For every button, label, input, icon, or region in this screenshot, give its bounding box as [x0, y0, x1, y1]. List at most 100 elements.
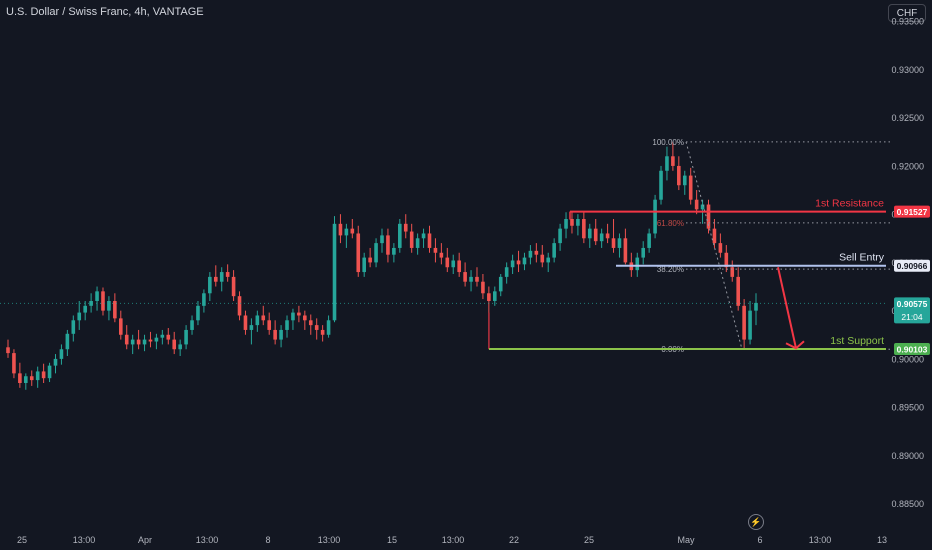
candle	[647, 228, 651, 253]
candle-body	[303, 315, 307, 321]
candle	[124, 325, 129, 350]
candle-body	[576, 218, 580, 226]
x-tick-label: 6	[757, 535, 762, 545]
candle	[261, 305, 266, 326]
candle-body	[95, 291, 99, 302]
candle-body	[255, 315, 260, 326]
candle	[6, 339, 10, 358]
candle	[308, 314, 313, 335]
candle	[516, 250, 521, 273]
candle	[694, 190, 699, 215]
candle	[320, 325, 325, 342]
candle-body	[24, 376, 28, 384]
candle-body	[18, 373, 22, 384]
candle	[730, 260, 735, 282]
candle-body	[730, 267, 735, 277]
candle	[190, 315, 194, 335]
candle	[623, 228, 628, 265]
candle-body	[368, 257, 372, 263]
candle-body	[593, 228, 598, 242]
candle	[18, 362, 22, 388]
candle-body	[386, 235, 390, 255]
candle-body	[190, 320, 194, 330]
x-tick-label: 13	[877, 535, 887, 545]
y-tick-label: 0.92000	[891, 161, 924, 171]
sell-entry-label: Sell Entry	[839, 252, 885, 264]
candle	[611, 218, 616, 253]
candle-body	[688, 175, 693, 200]
candle-body	[166, 334, 171, 340]
candle	[362, 252, 366, 277]
x-tick-label: 22	[509, 535, 519, 545]
candle	[641, 241, 646, 265]
candle-body	[611, 238, 616, 248]
y-tick-label: 0.92500	[891, 113, 924, 123]
candle	[77, 301, 82, 330]
candle-body	[534, 250, 539, 255]
candle-body	[89, 301, 93, 306]
candle-body	[231, 276, 236, 297]
candle	[160, 329, 165, 345]
fib-trendline	[685, 141, 743, 350]
y-tick-label: 0.89000	[891, 451, 924, 461]
candle	[249, 318, 254, 345]
lightning-icon[interactable]: ⚡	[748, 514, 764, 530]
candle-body	[196, 305, 200, 321]
candle-body	[243, 315, 248, 330]
y-tick-label: 0.90000	[891, 354, 924, 364]
candle-body	[29, 376, 34, 381]
candle-body	[261, 315, 266, 321]
candle-body	[724, 252, 729, 268]
candle	[457, 252, 461, 277]
entry-price-tag: 0.90966	[897, 261, 928, 271]
candle	[688, 167, 693, 205]
candle-body	[682, 175, 687, 186]
candle	[742, 299, 746, 350]
x-tick-label: 13:00	[442, 535, 465, 545]
x-tick-label: 13:00	[73, 535, 96, 545]
candle-body	[148, 339, 153, 342]
candle	[89, 293, 93, 313]
candle	[558, 223, 562, 251]
candle	[481, 273, 485, 300]
currency-button[interactable]: CHF	[888, 4, 926, 22]
fib-label: 61.80%	[657, 219, 684, 228]
price-axis[interactable]: 0.935000.930000.925000.920000.915000.910…	[891, 17, 930, 509]
candle	[546, 252, 551, 273]
x-tick-label: 25	[584, 535, 594, 545]
candle-body	[522, 257, 527, 265]
time-axis[interactable]: 25 13:00 Apr 13:00 8 13:00 15 13:00 22 25 May 6 13:0…	[17, 535, 887, 545]
candle-body	[445, 257, 450, 268]
candle-body	[617, 238, 622, 248]
y-tick-label: 0.88500	[891, 499, 924, 509]
candle-body	[587, 228, 592, 239]
candle-body	[564, 218, 568, 229]
candle-body	[273, 329, 277, 340]
candle-body	[582, 218, 586, 239]
candle	[255, 310, 260, 332]
candle	[582, 212, 586, 244]
candle-body	[510, 260, 515, 268]
candle	[492, 286, 497, 306]
candle-body	[498, 276, 503, 292]
candle	[421, 228, 426, 248]
candle	[297, 305, 301, 323]
candle	[576, 214, 580, 236]
candle-body	[659, 170, 663, 200]
candle-body	[225, 272, 230, 277]
candle	[279, 325, 283, 348]
candle-body	[326, 320, 331, 335]
candle	[71, 315, 76, 342]
candle	[208, 272, 212, 302]
candle-body	[469, 276, 473, 282]
candle-body	[314, 325, 319, 330]
candle-body	[172, 339, 177, 350]
candle	[95, 286, 99, 311]
candle-body	[136, 339, 141, 345]
candle	[587, 223, 592, 248]
candle-body	[344, 228, 349, 236]
candle	[65, 329, 70, 356]
candle	[178, 339, 182, 356]
candle-body	[184, 329, 188, 345]
